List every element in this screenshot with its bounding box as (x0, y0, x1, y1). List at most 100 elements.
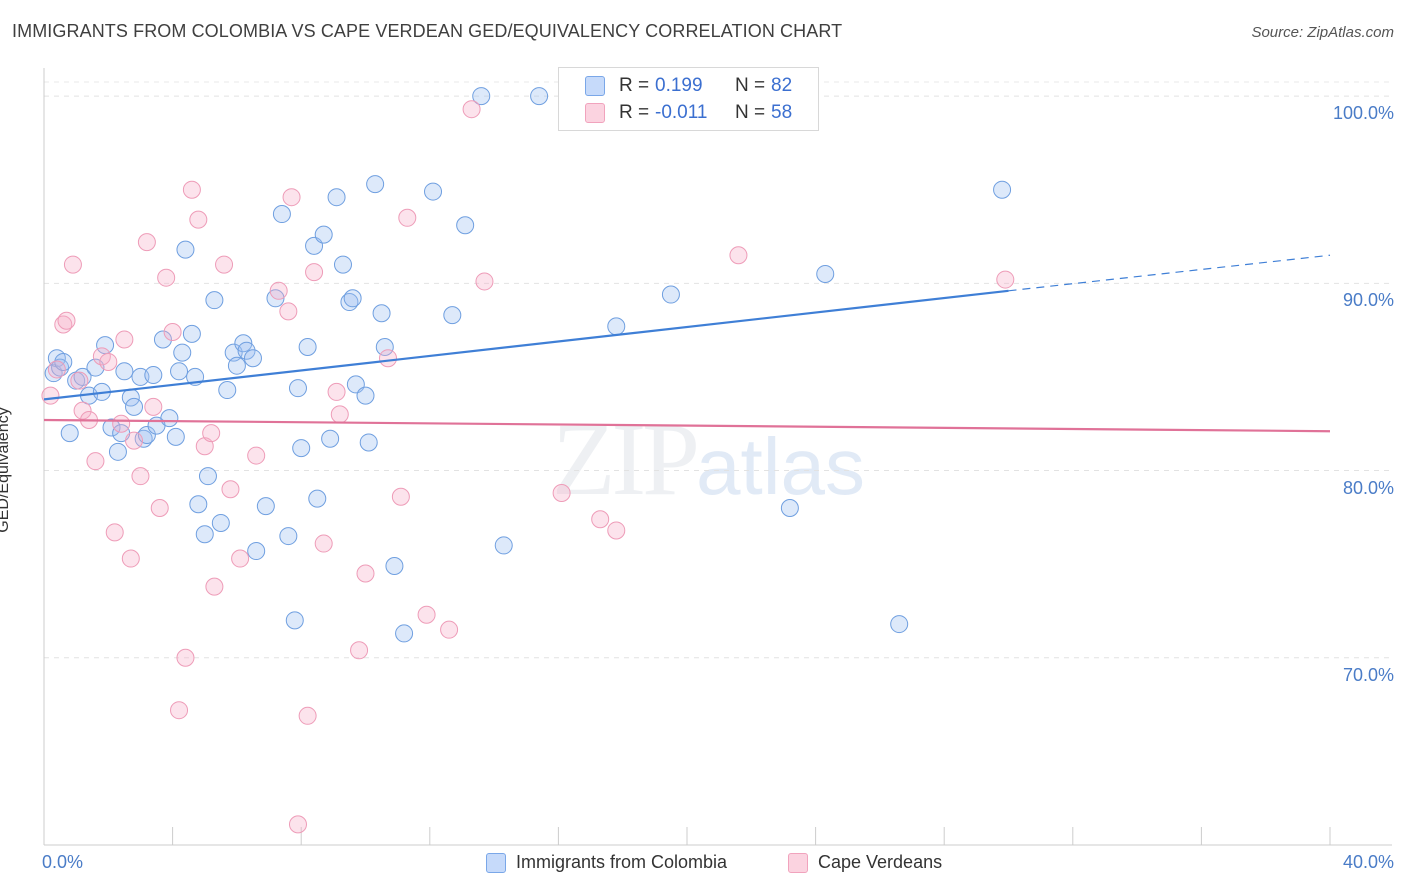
point-cape-verdean (202, 424, 221, 443)
point-colombia (298, 337, 317, 356)
point-cape-verdean (215, 255, 234, 274)
series-label-cape-verdeans: Cape Verdeans (818, 852, 943, 872)
point-colombia (308, 489, 327, 508)
series-legend: Immigrants from Colombia Cape Verdeans (0, 852, 1406, 878)
series-label-colombia: Immigrants from Colombia (516, 852, 728, 872)
x-tick-label-min: 0.0% (42, 852, 84, 872)
point-cape-verdean (298, 706, 317, 725)
point-colombia (494, 536, 513, 555)
trend-line-cape-verdeans (43, 418, 1331, 433)
y-axis-label-text: GED/Equivalency (0, 407, 12, 533)
point-colombia (115, 362, 134, 381)
point-cape-verdean (440, 620, 459, 639)
point-cape-verdean (137, 233, 156, 252)
point-colombia (272, 205, 291, 224)
point-cape-verdean (163, 322, 182, 341)
point-cape-verdean (112, 414, 131, 433)
legend-r-label: R = (619, 102, 650, 123)
point-colombia (366, 175, 385, 194)
point-cape-verdean (475, 272, 494, 291)
point-colombia (375, 337, 394, 356)
point-colombia (607, 317, 626, 336)
point-cape-verdean (288, 815, 307, 834)
point-cape-verdean (356, 564, 375, 583)
point-cape-verdean (330, 405, 349, 424)
point-colombia (321, 429, 340, 448)
point-cape-verdean (57, 311, 76, 330)
point-cape-verdean (350, 641, 369, 660)
point-cape-verdean (205, 577, 224, 596)
watermark-zip: ZIP (552, 402, 700, 517)
point-cape-verdean (105, 523, 124, 542)
point-cape-verdean (41, 386, 60, 405)
point-cape-verdean (305, 263, 324, 282)
point-colombia (780, 498, 799, 517)
point-colombia (51, 358, 70, 377)
legend-n-value: 58 (771, 102, 793, 123)
legend-r-label: R = (619, 75, 650, 96)
trend-line-colombia-extension (1008, 254, 1331, 292)
point-colombia (153, 330, 172, 349)
point-cape-verdean (144, 397, 163, 416)
y-tick-label: 70.0% (1342, 664, 1394, 685)
legend-row-cape-verdeans: R = -0.011 N = 58 (585, 100, 792, 126)
point-colombia (333, 255, 352, 274)
point-colombia (443, 306, 462, 325)
point-cape-verdean (86, 452, 105, 471)
legend-row-colombia: R = 0.199 N = 82 (585, 73, 792, 99)
point-colombia (279, 527, 298, 546)
point-cape-verdean (327, 382, 346, 401)
point-cape-verdean (150, 498, 169, 517)
point-colombia (327, 188, 346, 207)
series-legend-cape-verdeans[interactable]: Cape Verdeans (788, 852, 942, 873)
point-cape-verdean (314, 534, 333, 553)
point-colombia (356, 386, 375, 405)
point-colombia (211, 513, 230, 532)
legend-swatch-colombia (585, 76, 605, 96)
point-colombia (195, 525, 214, 544)
point-cape-verdean (279, 302, 298, 321)
point-colombia (816, 264, 835, 283)
gridlines (44, 81, 1392, 659)
point-colombia (108, 442, 127, 461)
point-colombia (424, 182, 443, 201)
point-cape-verdean (282, 188, 301, 207)
point-cape-verdean (607, 521, 626, 540)
point-colombia (189, 495, 208, 514)
point-colombia (247, 542, 266, 561)
point-cape-verdean (231, 549, 250, 568)
watermark-atlas: atlas (696, 422, 865, 511)
legend-n-value: 82 (771, 75, 793, 96)
point-colombia (198, 467, 217, 486)
point-colombia (314, 225, 333, 244)
point-cape-verdean (379, 349, 398, 368)
legend-n-label: N = (735, 75, 766, 96)
point-cape-verdean (462, 100, 481, 119)
point-colombia (243, 349, 262, 368)
point-cape-verdean (398, 208, 417, 227)
series-swatch-colombia (486, 852, 506, 873)
point-cape-verdean (131, 467, 150, 486)
point-colombia (144, 366, 163, 385)
point-cape-verdean (176, 648, 195, 667)
point-colombia (160, 409, 179, 428)
correlation-legend: R = 0.199 N = 82 R = -0.011 N = 58 (558, 67, 819, 131)
point-cape-verdean (391, 487, 410, 506)
x-tick-label-max: 40.0% (1342, 852, 1394, 872)
point-colombia (530, 87, 549, 106)
series-swatch-cape-verdeans (788, 852, 808, 873)
point-cape-verdean (729, 246, 748, 265)
trend-line-colombia (43, 289, 1009, 401)
point-cape-verdean (591, 510, 610, 529)
series-legend-colombia[interactable]: Immigrants from Colombia (486, 852, 727, 873)
trend-lines (43, 254, 1331, 433)
data-points (41, 87, 1015, 834)
y-tick-label: 100.0% (1332, 103, 1394, 124)
point-colombia (359, 433, 378, 452)
point-colombia (661, 285, 680, 304)
point-colombia (993, 180, 1012, 199)
point-colombia (60, 424, 79, 443)
point-cape-verdean (125, 431, 144, 450)
point-colombia (170, 362, 189, 381)
legend-r-value: -0.011 (655, 102, 708, 123)
